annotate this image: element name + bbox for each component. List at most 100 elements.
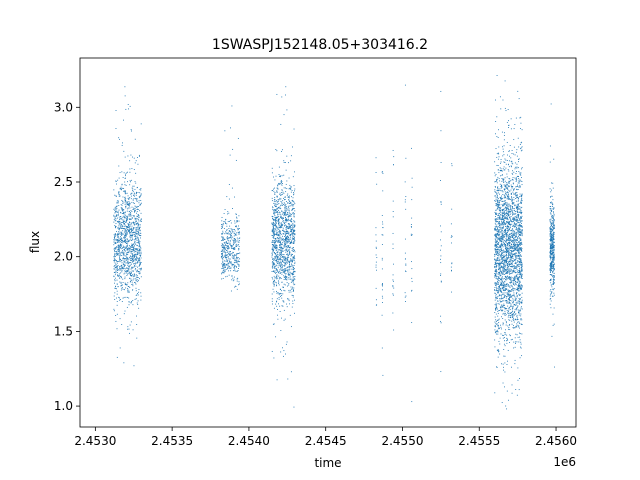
data-point [501,212,503,214]
data-point [376,183,378,185]
data-point [136,209,138,210]
data-point [127,241,129,243]
data-point [293,249,295,251]
data-point [497,254,498,256]
data-point [124,276,126,278]
data-point [271,293,273,295]
data-point [519,310,521,312]
data-point [277,271,279,273]
data-point [273,221,274,223]
data-point [124,240,126,242]
data-point [238,283,240,285]
data-point [223,263,225,265]
data-point [128,269,130,271]
data-point [517,206,519,208]
data-point [116,283,118,285]
data-point [501,186,503,188]
data-point [496,283,498,285]
data-point [277,187,279,189]
data-point [498,206,500,208]
data-point [508,212,510,214]
data-point [500,162,502,164]
data-point [115,210,117,212]
data-point [515,198,517,199]
data-point [494,325,496,327]
data-point [287,207,289,209]
data-point [503,297,505,298]
data-point [135,238,137,240]
data-point [283,221,285,223]
data-point [502,99,504,101]
data-point [126,233,127,235]
data-point [128,263,130,265]
data-point [520,287,522,289]
data-point [291,286,293,288]
data-point [121,251,123,253]
data-point [289,188,291,189]
data-point [132,228,134,230]
data-point [451,262,453,264]
data-point [272,231,274,233]
data-point [280,233,282,235]
data-point [294,188,296,190]
data-point [521,195,522,197]
data-point [137,224,139,225]
data-point [139,232,141,234]
data-point [129,332,130,334]
data-point [121,204,123,206]
data-point [222,239,223,241]
data-point [285,353,286,355]
data-point [140,257,142,259]
data-point [281,224,283,226]
data-point [510,273,512,274]
data-point [228,233,230,235]
data-point [285,183,287,185]
data-points [113,75,555,410]
data-point [495,192,497,194]
data-point [506,271,508,272]
data-point [292,247,294,249]
data-point [288,263,290,265]
data-point [293,216,295,218]
data-point [516,209,518,211]
data-point [287,260,289,262]
data-point [116,236,118,238]
data-point [507,196,509,198]
data-point [501,233,503,235]
data-point [274,202,276,204]
data-point [506,262,508,264]
data-point [520,217,522,219]
data-point [222,230,224,232]
data-point [505,295,507,297]
data-point [515,195,517,197]
data-point [495,228,497,230]
data-point [234,270,236,272]
data-point [288,225,290,227]
data-point [281,218,283,220]
data-point [223,247,225,249]
data-point [519,357,521,359]
data-point [292,265,294,267]
data-point [277,280,279,282]
data-point [125,216,127,218]
data-point [501,203,503,205]
data-point [519,288,521,290]
data-point [234,241,236,243]
data-point [117,233,119,235]
data-point [124,278,126,280]
data-point [504,208,506,210]
data-point [120,246,122,248]
data-point [134,255,136,257]
data-point [517,196,519,198]
data-point [120,204,122,206]
data-point [508,198,510,200]
data-point [502,272,504,274]
data-point [134,254,136,256]
data-point [274,281,276,283]
data-point [225,245,227,247]
data-point [140,200,142,201]
data-point [284,257,286,259]
data-point [236,220,238,222]
data-point [508,229,510,231]
data-point [238,241,240,243]
